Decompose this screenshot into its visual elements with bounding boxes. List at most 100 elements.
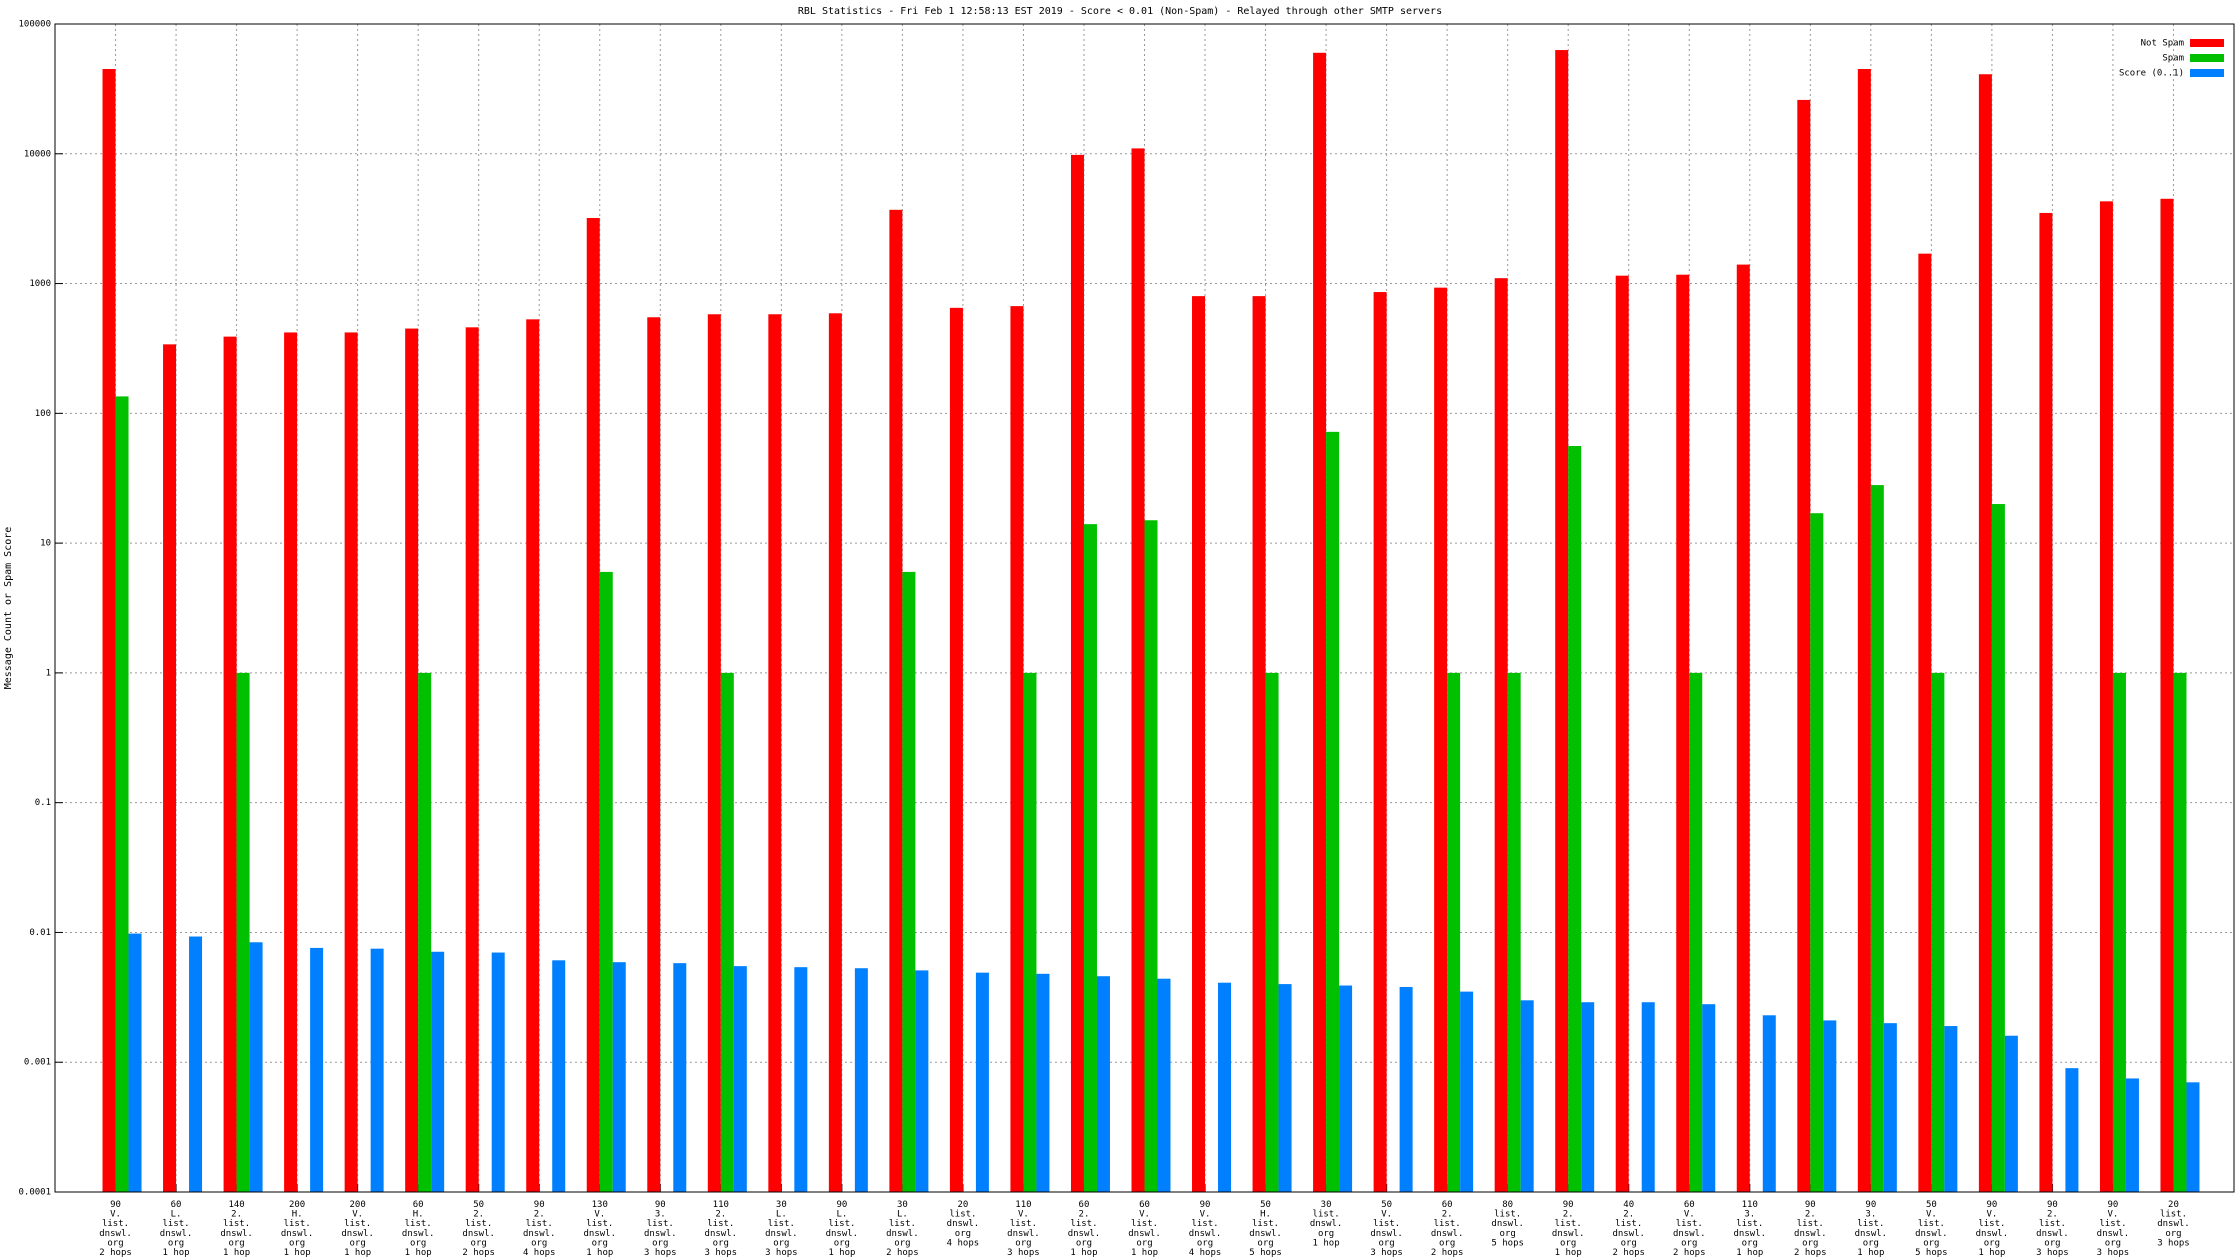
x-tick-label-line: dnswl. [644, 1228, 677, 1238]
x-tick-label-line: L. [836, 1209, 847, 1219]
x-tick-label: 30 list. dnswl. org 1 hop [1310, 1200, 1343, 1248]
bar [1326, 431, 1340, 1193]
x-tick-label-line: 60 [1442, 1200, 1453, 1210]
x-tick-label-line: 2 hops [99, 1248, 132, 1258]
x-tick-label-line: list. [1736, 1219, 1763, 1229]
x-tick-label-line: L. [776, 1209, 787, 1219]
x-tick-label-line: V. [1139, 1209, 1150, 1219]
x-tick-label-line: 60 [413, 1200, 424, 1210]
x-tick-label-line: 2. [534, 1209, 545, 1219]
y-tick-label: 1000 [29, 279, 51, 289]
x-tick-label-line: 3 hops [644, 1248, 677, 1258]
x-tick-label-line: org [652, 1238, 668, 1248]
bar [1762, 1015, 1776, 1192]
bar [1555, 50, 1569, 1192]
bar [1036, 973, 1050, 1192]
bar [418, 672, 432, 1192]
x-tick-label-line: 2 hops [462, 1248, 495, 1258]
x-tick-label-line: list. [344, 1219, 371, 1229]
x-tick-label-line: 2. [1805, 1209, 1816, 1219]
x-tick-label-line: V. [1926, 1209, 1937, 1219]
x-tick-label-line: org [592, 1238, 608, 1248]
x-tick-label: 90 L. list. dnswl. org 1 hop [826, 1200, 859, 1258]
x-tick-label: 200 H. list. dnswl. org 1 hop [281, 1200, 314, 1258]
bar [405, 328, 419, 1192]
legend-label: Spam [2162, 54, 2184, 64]
x-tick-label-line: 1 hop [1131, 1248, 1158, 1258]
bar [1265, 672, 1279, 1192]
bar [612, 962, 626, 1192]
x-tick-label: 50 V. list. dnswl. org 3 hops [1370, 1200, 1403, 1258]
x-tick-label-line: list. [889, 1219, 916, 1229]
x-tick-label-line: dnswl. [99, 1228, 132, 1238]
bar [1944, 1026, 1958, 1192]
bar [1373, 292, 1387, 1192]
x-tick-label-line: 5 hops [1915, 1248, 1948, 1258]
bar [491, 952, 505, 1192]
x-tick-label-line: org [1378, 1238, 1394, 1248]
x-tick-label-line: dnswl. [1552, 1228, 1585, 1238]
x-tick-label-line: org [1621, 1238, 1637, 1248]
bar [707, 314, 721, 1193]
bar [1070, 154, 1084, 1192]
y-tick-label: 0.01 [29, 928, 51, 938]
x-tick-label-line: org [1923, 1238, 1939, 1248]
x-tick-label-line: list. [707, 1219, 734, 1229]
bar [310, 947, 324, 1192]
x-tick-label-line: 1 hop [1857, 1248, 1884, 1258]
x-tick-label-line: V. [1018, 1209, 1029, 1219]
x-tick-label-line: dnswl. [523, 1228, 556, 1238]
x-tick-label-line: 90 [110, 1200, 121, 1210]
bar [102, 69, 116, 1192]
x-tick-label-line: dnswl. [160, 1228, 193, 1238]
bar [1978, 74, 1992, 1192]
x-tick-label: 110 3. list. dnswl. org 1 hop [1734, 1200, 1767, 1258]
bar [2160, 198, 2174, 1192]
x-tick-label-line: org [1500, 1228, 1516, 1238]
bar [1870, 485, 1884, 1192]
bar [673, 963, 687, 1192]
x-tick-label-line: 20 [2168, 1200, 2179, 1210]
bar [949, 307, 963, 1193]
x-tick-label-line: 3 hops [1370, 1248, 1403, 1258]
bar [975, 972, 989, 1192]
x-tick-label-line: list. [1010, 1219, 1037, 1229]
x-tick-label-line: 3 hops [765, 1248, 798, 1258]
x-tick-label-line: org [1742, 1238, 1758, 1248]
x-tick-label-line: 90 [836, 1200, 847, 1210]
x-tick-label-line: 50 [473, 1200, 484, 1210]
x-tick-label-line: dnswl. [1855, 1228, 1888, 1238]
x-tick-label-line: 200 [350, 1200, 366, 1210]
x-tick-label-line: 1 hop [1978, 1248, 2005, 1258]
x-tick-label-line: 90 [1805, 1200, 1816, 1210]
x-tick-label: 60 L. list. dnswl. org 1 hop [160, 1200, 193, 1258]
bar [2186, 1082, 2200, 1192]
x-tick-label-line: dnswl. [765, 1228, 798, 1238]
bar [223, 336, 237, 1192]
bar [1494, 278, 1508, 1192]
x-tick-label-line: org [289, 1238, 305, 1248]
bar [1192, 296, 1206, 1192]
x-tick-label-line: list. [1918, 1219, 1945, 1229]
bar [1991, 504, 2005, 1193]
x-tick-label: 20 list. dnswl. org 3 hops [2157, 1200, 2190, 1248]
x-tick-label-line: 4 hops [1189, 1248, 1222, 1258]
x-tick-label-line: 2. [1079, 1209, 1090, 1219]
bar [1447, 672, 1461, 1192]
x-tick-label-line: 3. [1865, 1209, 1876, 1219]
bar [1823, 1020, 1837, 1192]
x-tick-label-line: org [894, 1238, 910, 1248]
x-tick-label-line: 90 [1200, 1200, 1211, 1210]
x-tick-label: 130 V. list. dnswl. org 1 hop [583, 1200, 616, 1258]
x-tick-label-line: org [1076, 1238, 1092, 1248]
x-tick-label-line: dnswl. [2036, 1228, 2069, 1238]
x-tick-label-line: 3. [655, 1209, 666, 1219]
x-tick-label-line: 130 [592, 1200, 608, 1210]
x-tick-label-line: org [1802, 1238, 1818, 1248]
x-tick-label-line: dnswl. [341, 1228, 374, 1238]
bar [720, 672, 734, 1192]
x-tick-label-line: 30 [776, 1200, 787, 1210]
x-tick-label-line: 3 hops [2097, 1248, 2130, 1258]
y-axis-label: Message Count or Spam Score [3, 527, 14, 690]
bar [1676, 274, 1690, 1192]
